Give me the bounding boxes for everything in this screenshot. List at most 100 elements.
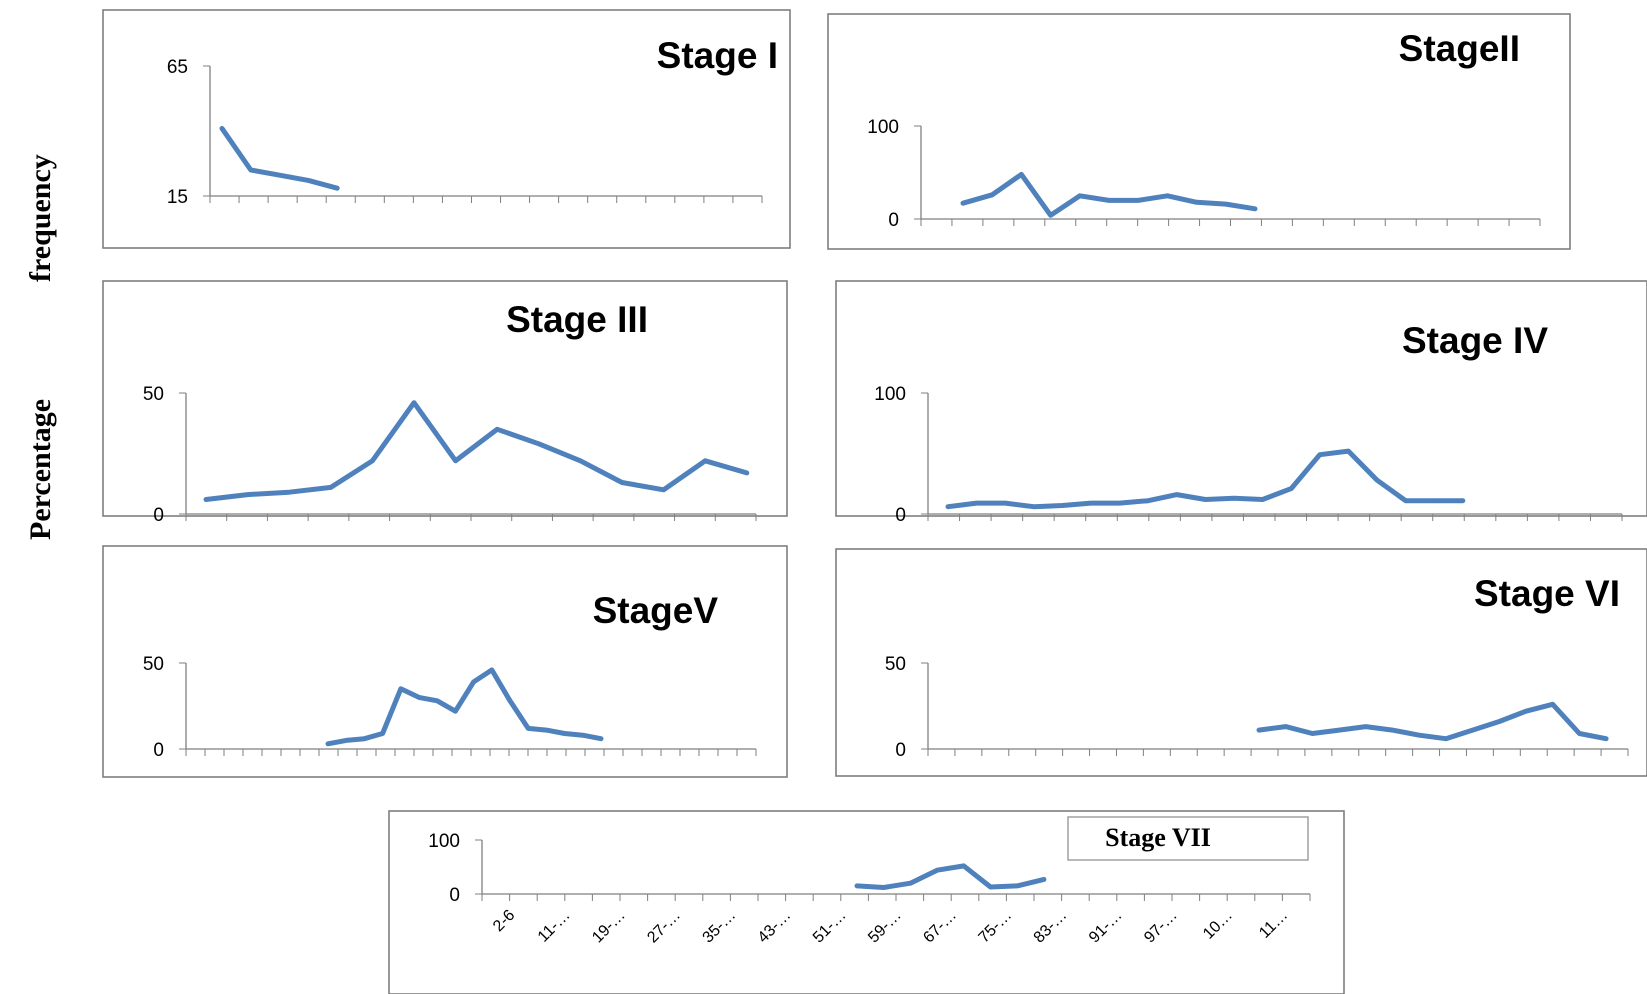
chart-title: StageV xyxy=(593,590,719,631)
chart-panel-1: 15 65 Stage I xyxy=(102,9,791,249)
chart-title: Stage VI xyxy=(1474,573,1620,614)
data-point xyxy=(1418,734,1421,737)
data-point xyxy=(882,886,885,889)
data-point xyxy=(579,459,582,462)
y-axis-label-line-1: Percentage xyxy=(24,399,57,540)
data-point xyxy=(581,734,584,737)
data-point xyxy=(1166,194,1169,197)
chart-frame xyxy=(102,545,788,778)
chart-panel-5: 0 50 StageV xyxy=(102,545,788,778)
data-point xyxy=(935,869,939,872)
data-point xyxy=(490,668,493,672)
series-line xyxy=(1256,701,1609,742)
chart-title: Stage III xyxy=(506,299,648,340)
data-point xyxy=(1578,732,1581,735)
data-point xyxy=(962,864,965,868)
chart-frame xyxy=(102,9,791,249)
chart-panel-3: 0 50 Stage III xyxy=(102,280,788,526)
series-line xyxy=(325,667,604,747)
data-point xyxy=(961,202,965,205)
data-point xyxy=(412,401,416,404)
data-point xyxy=(1204,498,1207,501)
data-point xyxy=(1498,720,1501,723)
data-point xyxy=(1284,725,1287,728)
title-box xyxy=(1067,816,1309,861)
data-point xyxy=(909,882,912,885)
data-point xyxy=(472,680,475,684)
chart-frame xyxy=(835,280,1647,517)
chart-title: Stage I xyxy=(657,35,778,76)
y-tick-label: 65 xyxy=(167,57,188,78)
data-point xyxy=(246,493,249,496)
y-tick-label: 100 xyxy=(874,384,906,405)
y-tick-label: 100 xyxy=(867,117,899,138)
data-point xyxy=(1175,493,1179,496)
data-point xyxy=(1195,201,1198,204)
data-point xyxy=(454,710,457,713)
series-line xyxy=(854,863,1047,890)
y-tick-label: 50 xyxy=(143,384,164,405)
data-point xyxy=(436,699,439,702)
data-point xyxy=(1257,728,1261,732)
y-tick-label: 0 xyxy=(153,740,164,761)
data-point xyxy=(1078,194,1082,197)
data-point xyxy=(1224,202,1228,206)
data-point xyxy=(326,742,330,745)
y-tick-label: 0 xyxy=(153,505,164,526)
data-point xyxy=(704,459,707,462)
data-point xyxy=(1311,732,1314,735)
chart-panels: 15 65 Stage I 0 100 StageII 0 50 Stage III 0 100 St… xyxy=(102,9,1647,994)
y-tick-label: 0 xyxy=(895,740,906,761)
data-point xyxy=(745,471,748,475)
data-point xyxy=(1391,728,1394,732)
data-point xyxy=(1107,199,1111,202)
data-point xyxy=(1524,710,1528,713)
data-point xyxy=(1461,499,1465,502)
y-axis-label-line-2: frequency xyxy=(24,154,57,282)
data-point xyxy=(563,732,566,735)
data-point xyxy=(946,505,950,508)
data-point xyxy=(1375,478,1379,482)
data-point xyxy=(1444,737,1448,740)
data-point xyxy=(1290,487,1293,490)
y-tick-label: 0 xyxy=(888,210,899,231)
data-point xyxy=(1147,499,1150,502)
data-point xyxy=(417,696,421,699)
chart-title: Stage VII xyxy=(1105,823,1211,852)
data-point xyxy=(1137,199,1140,202)
y-tick-label: 100 xyxy=(428,831,460,852)
data-point xyxy=(1337,728,1341,732)
data-point xyxy=(307,179,310,182)
data-point xyxy=(1404,499,1407,502)
data-point xyxy=(537,442,540,445)
data-point xyxy=(1016,884,1019,888)
data-point xyxy=(1433,499,1436,502)
y-axis-label: Percentage frequency xyxy=(24,154,57,540)
data-point xyxy=(249,168,252,172)
data-point xyxy=(336,187,339,190)
data-point xyxy=(1261,498,1264,501)
data-point xyxy=(1318,453,1322,456)
data-point xyxy=(1347,449,1350,453)
y-tick-label: 0 xyxy=(449,885,460,906)
data-point xyxy=(1089,501,1093,505)
data-point xyxy=(1032,505,1036,508)
y-tick-label: 15 xyxy=(167,187,188,208)
data-point xyxy=(399,687,402,690)
data-point xyxy=(1551,703,1554,706)
data-point xyxy=(989,885,992,889)
data-point xyxy=(371,459,374,462)
chart-frame xyxy=(827,13,1571,250)
data-point xyxy=(220,127,224,130)
data-point xyxy=(975,501,978,505)
data-point xyxy=(1118,501,1121,505)
data-point xyxy=(329,486,332,489)
chart-title: StageII xyxy=(1399,28,1520,69)
data-point xyxy=(204,498,208,501)
data-point xyxy=(527,727,530,730)
data-point xyxy=(1020,173,1023,176)
chart-panel-2: 0 100 StageII xyxy=(827,13,1571,250)
chart-title: Stage IV xyxy=(1402,320,1548,361)
chart-panel-6: 0 50 Stage VI xyxy=(835,548,1647,777)
y-tick-label: 50 xyxy=(885,654,906,675)
